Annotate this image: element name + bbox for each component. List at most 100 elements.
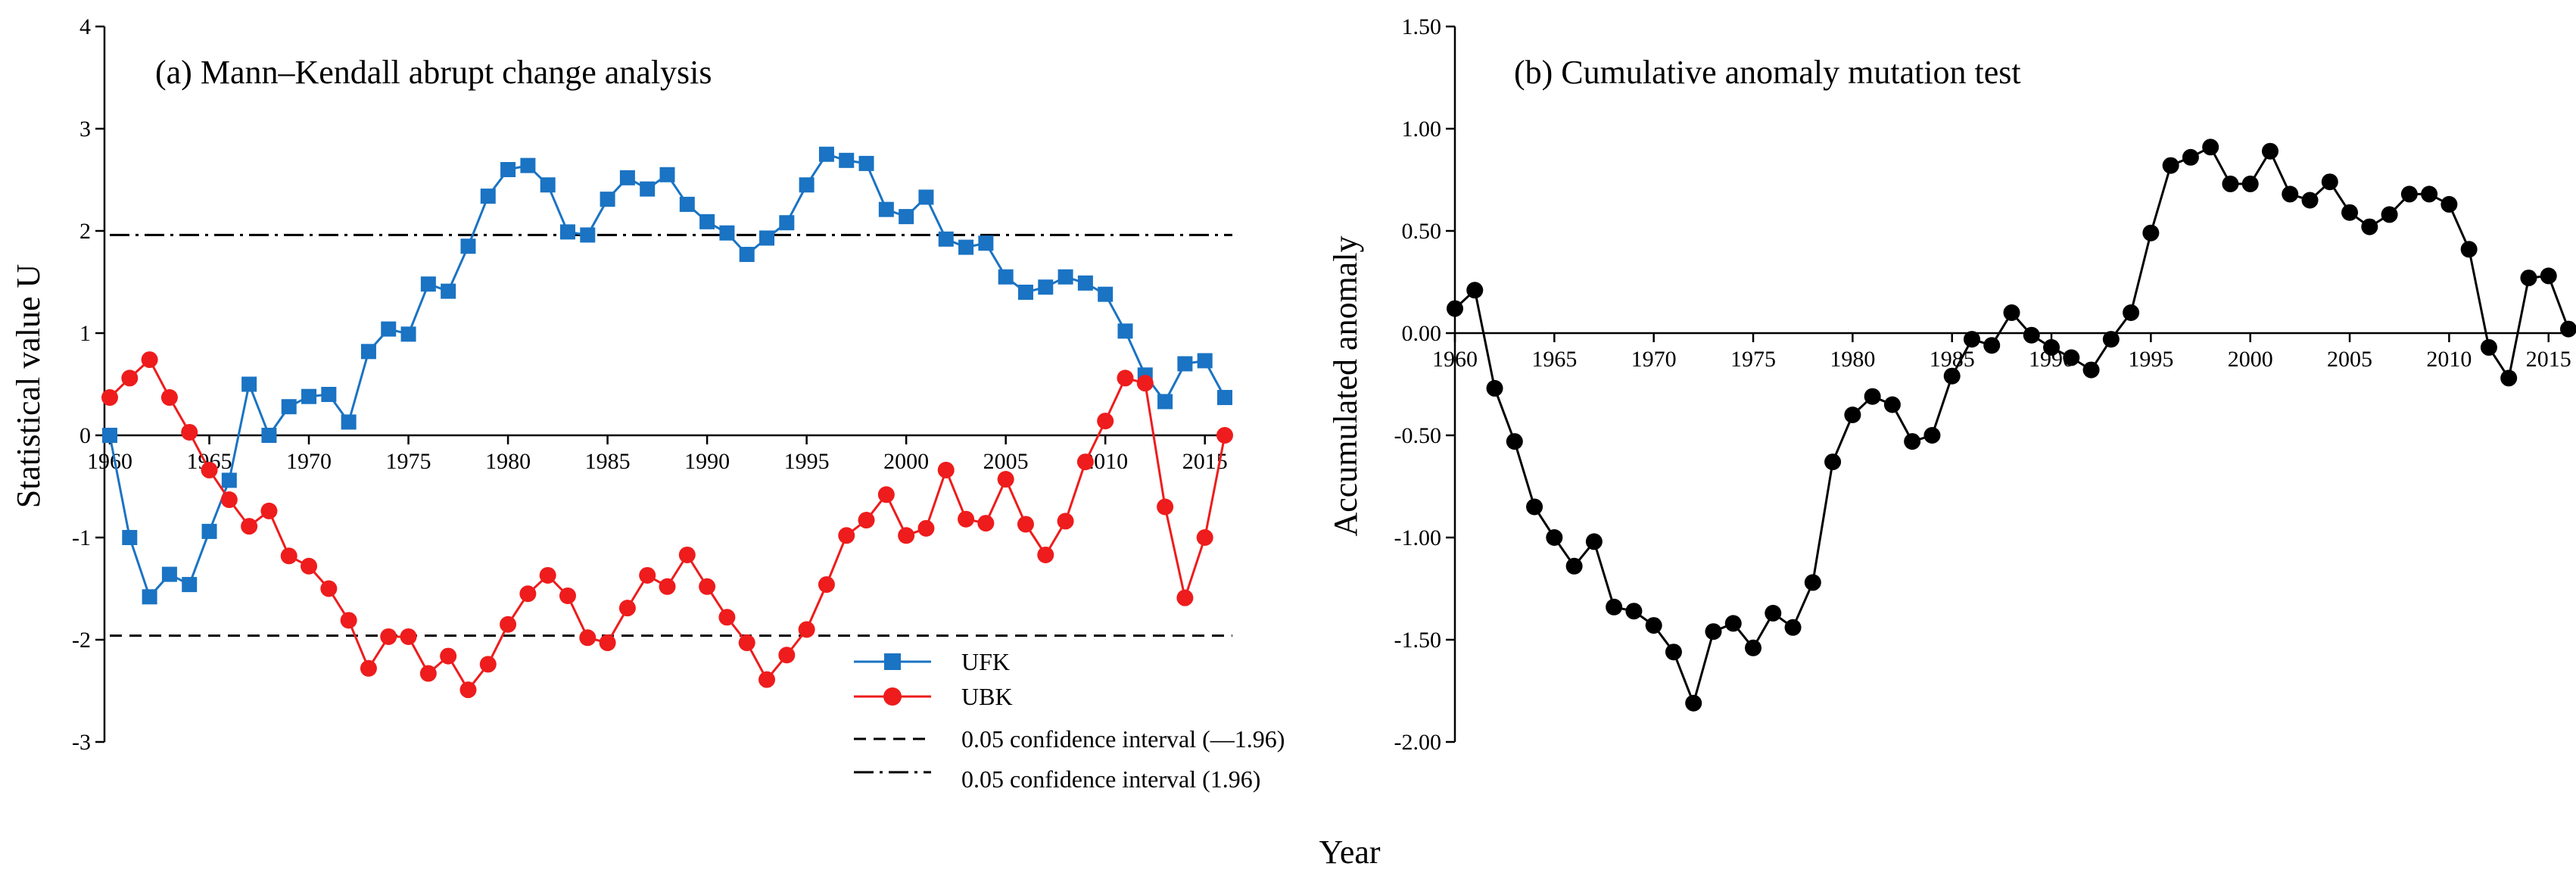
- x-tick-label: 2005: [983, 449, 1029, 474]
- accumulated-anomaly-point: [1665, 644, 1682, 661]
- accumulated-anomaly-point: [2460, 241, 2478, 258]
- accumulated-anomaly-point: [1546, 529, 1563, 546]
- accumulated-anomaly-point: [2480, 338, 2497, 356]
- ubk-point: [639, 566, 656, 584]
- ubk-point: [618, 600, 636, 617]
- accumulated-anomaly-point: [1844, 407, 1861, 423]
- panel-b-y-ticks: -2.00 -1.50 -1.00 -0.50 0.00 0.50 1.00 1.50: [1394, 14, 1455, 755]
- accumulated-anomaly-point: [2102, 331, 2120, 348]
- accumulated-anomaly-point: [1904, 433, 1921, 450]
- ubk-point: [1176, 589, 1194, 606]
- y-tick-label: -2: [72, 628, 91, 653]
- ubk-point: [320, 580, 338, 597]
- ubk-point: [280, 547, 297, 565]
- ufk-point: [420, 276, 436, 292]
- ubk-point: [699, 578, 716, 595]
- ubk-point: [758, 671, 776, 688]
- y-tick-label: 0.50: [1402, 219, 1442, 244]
- x-tick-label: 1995: [2128, 347, 2173, 372]
- x-tick-label: 1980: [485, 449, 531, 474]
- ufk-point: [878, 201, 894, 217]
- accumulated-anomaly-point: [1685, 694, 1702, 712]
- accumulated-anomaly-series-line: [1453, 145, 2570, 705]
- ufk-point: [958, 239, 974, 255]
- accumulated-anomaly-point: [1923, 427, 1941, 444]
- x-tick-label: 1975: [386, 449, 431, 474]
- accumulated-anomaly-point: [2023, 326, 2040, 344]
- ubk-point: [898, 527, 915, 544]
- ubk-point: [1017, 516, 1034, 533]
- y-tick-label: -0.50: [1394, 423, 1442, 448]
- x-tick-label: 1970: [286, 449, 332, 474]
- ubk-point: [340, 612, 357, 629]
- y-tick-label: 0.00: [1402, 321, 1442, 346]
- accumulated-anomaly-point: [2222, 175, 2239, 192]
- ufk-point: [600, 192, 615, 207]
- ubk-point: [241, 518, 258, 535]
- ubk-point: [260, 502, 278, 519]
- ubk-point: [519, 585, 537, 603]
- ubk-point: [121, 369, 139, 387]
- ufk-point: [719, 225, 735, 241]
- ufk-point: [559, 224, 575, 240]
- ufk-point: [520, 157, 536, 173]
- y-tick-label: 1: [79, 321, 91, 346]
- accumulated-anomaly-point: [2142, 224, 2160, 242]
- ufk-point: [1017, 285, 1033, 300]
- ufk-point: [161, 566, 177, 582]
- ufk-point: [281, 399, 297, 415]
- ubk-point: [141, 351, 158, 369]
- x-tick-label: 1960: [87, 449, 132, 474]
- ufk-point: [580, 227, 596, 243]
- accumulated-anomaly-point: [2082, 361, 2100, 379]
- accumulated-anomaly-point: [1705, 623, 1722, 640]
- accumulated-anomaly-point: [1506, 433, 1523, 450]
- ufk-point: [321, 387, 337, 402]
- ufk-point: [400, 326, 416, 342]
- panel-a-y-axis-label: Statistical value U: [10, 264, 47, 509]
- panel-a-series: [101, 146, 1233, 699]
- legend-ubk-label: UBK: [961, 683, 1013, 710]
- ubk-point: [738, 634, 755, 652]
- ufk-point: [1117, 323, 1133, 339]
- x-tick-label: 1985: [585, 449, 631, 474]
- y-tick-label: 4: [79, 14, 91, 39]
- ufk-point: [241, 376, 257, 392]
- x-tick-label: 1965: [1531, 347, 1577, 372]
- ubk-point: [201, 461, 218, 478]
- ufk-point: [142, 589, 157, 605]
- accumulated-anomaly-point: [2520, 270, 2537, 287]
- ubk-point: [160, 389, 178, 407]
- ufk-point: [739, 247, 755, 263]
- x-tick-label: 1990: [684, 449, 730, 474]
- accumulated-anomaly-point: [1864, 388, 1881, 405]
- ubk-point: [479, 656, 497, 673]
- ufk-point: [998, 269, 1014, 285]
- accumulated-anomaly-point: [1585, 533, 1603, 550]
- ubk-point: [1037, 546, 1054, 563]
- accumulated-anomaly-point: [1625, 603, 1643, 620]
- x-tick-label: 1995: [784, 449, 830, 474]
- ubk-point: [1157, 498, 1174, 516]
- accumulated-anomaly-point: [1606, 598, 1623, 616]
- y-tick-label: 0: [79, 423, 91, 448]
- x-tick-label: 1960: [1432, 347, 1478, 372]
- ufk-point: [699, 213, 715, 229]
- accumulated-anomaly-point: [2282, 185, 2299, 203]
- y-tick-label: -3: [72, 730, 91, 755]
- accumulated-anomaly-point: [1486, 379, 1503, 397]
- ufk-point: [201, 523, 217, 539]
- ufk-point: [679, 196, 695, 212]
- ubk-point: [539, 566, 556, 584]
- ubk-point: [858, 512, 875, 529]
- accumulated-anomaly-point: [1466, 282, 1484, 299]
- y-tick-label: 2: [79, 219, 91, 244]
- figure-x-axis-label: Year: [1319, 834, 1380, 871]
- accumulated-anomaly-point: [2182, 148, 2199, 166]
- ubk-point: [958, 510, 975, 528]
- ufk-point: [122, 530, 138, 545]
- ubk-point: [419, 665, 437, 682]
- ufk-point: [759, 230, 775, 246]
- legend-ci-positive-label: 0.05 confidence interval (1.96): [961, 765, 1260, 793]
- ubk-point: [1057, 513, 1074, 530]
